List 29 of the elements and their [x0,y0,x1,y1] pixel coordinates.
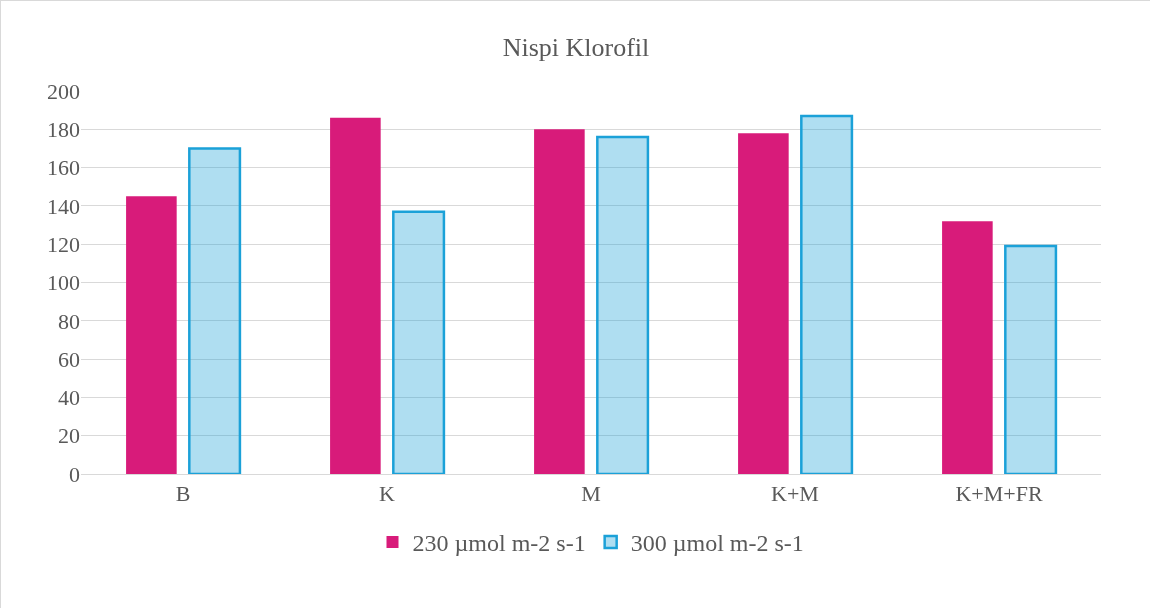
y-tick-label: 120 [47,231,80,257]
bar [392,210,446,474]
y-tick-label: 40 [58,385,80,411]
y-tick-label: 20 [58,423,80,449]
bar [126,196,177,474]
bar [942,221,993,474]
y-tick-label: 80 [58,308,80,334]
chart-title: Nispi Klorofil [502,32,650,62]
x-tick-label: K [379,481,396,507]
y-tick-label: 200 [47,78,80,104]
bar [534,129,585,474]
x-tick-label: B [175,481,191,507]
x-tick-label: M [581,481,601,507]
bar [800,114,854,474]
x-tick-label: K+M [771,481,819,507]
legend-label: 230 µmol m-2 s-1 [412,530,586,557]
y-tick-label: 140 [47,193,80,219]
legend-label: 300 µmol m-2 s-1 [630,530,804,557]
bar [330,117,381,474]
y-tick-label: 0 [69,461,80,487]
y-tick-label: 100 [47,270,80,296]
bar [1004,244,1058,474]
y-tick-label: 180 [47,117,80,142]
x-tick-label: K+M+FR [955,481,1043,507]
y-tick-label: 160 [47,155,80,181]
y-tick-label: 60 [58,346,80,372]
bar [596,135,650,474]
bar [738,133,789,474]
bar [188,147,242,474]
